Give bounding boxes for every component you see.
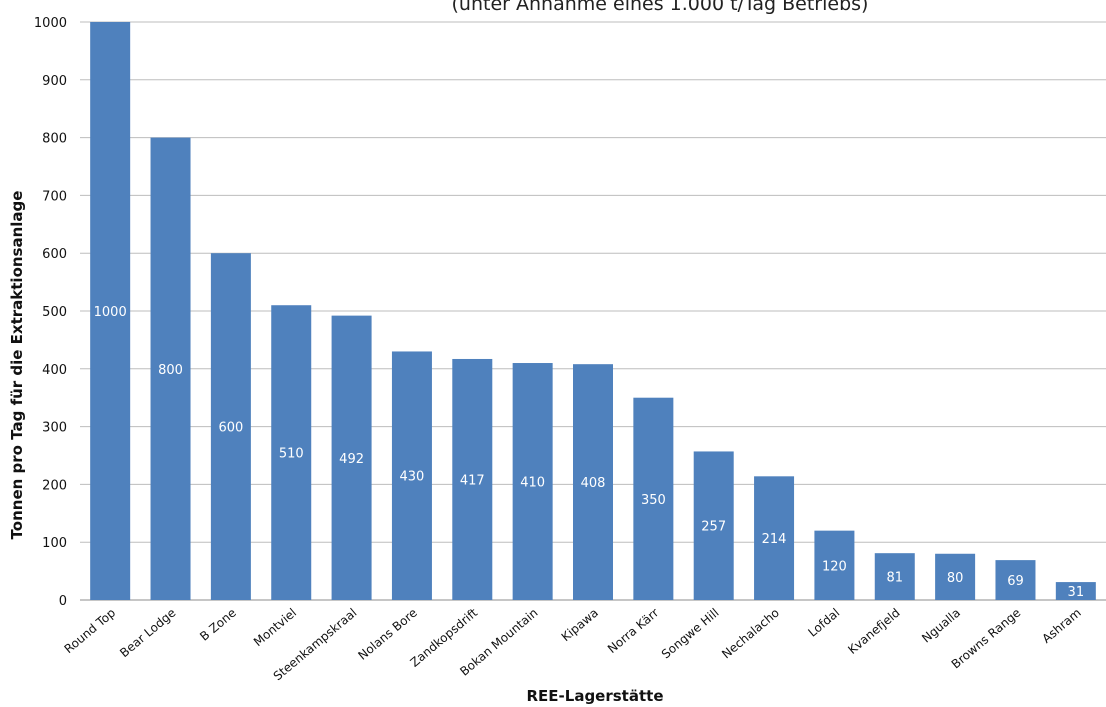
bar-value-label: 257 xyxy=(701,520,726,535)
bar-value-label: 600 xyxy=(218,421,243,436)
x-tick-label: Montviel xyxy=(251,606,299,650)
bar-value-label: 408 xyxy=(581,476,606,491)
bar-value-label: 800 xyxy=(158,363,183,378)
x-axis-label: REE-Lagerstätte xyxy=(527,687,664,705)
bar xyxy=(995,560,1036,600)
bar xyxy=(935,553,976,600)
bars: 1000 800 600 510 492 430 417 410 408 350 257 214 120… xyxy=(90,22,1096,600)
y-axis-label: Tonnen pro Tag für die Extraktionsanlage xyxy=(8,191,26,540)
bar-value-label: 510 xyxy=(279,447,304,462)
x-tick-label: Ngualla xyxy=(919,606,963,646)
y-tick-label: 900 xyxy=(42,74,67,89)
bar xyxy=(391,351,432,600)
bar-value-label: 492 xyxy=(339,452,364,467)
x-tick-label: Ashram xyxy=(1039,606,1083,646)
bar xyxy=(271,305,312,600)
bar-value-label: 1000 xyxy=(94,305,127,320)
bar xyxy=(754,476,795,600)
bar xyxy=(452,358,493,600)
y-tick-label: 0 xyxy=(59,594,67,609)
bar xyxy=(210,253,251,600)
bar xyxy=(573,364,613,600)
x-tick-label: Round Top xyxy=(62,606,119,657)
x-tick-label: B Zone xyxy=(197,606,239,644)
bar xyxy=(1055,582,1096,600)
x-tick-label: Kipawa xyxy=(559,606,601,645)
bar-value-label: 417 xyxy=(460,473,485,488)
bar xyxy=(512,363,553,600)
y-tick-label: 200 xyxy=(42,478,67,493)
y-tick-label: 700 xyxy=(42,189,67,204)
bar-value-label: 120 xyxy=(822,559,847,574)
y-tick-label: 1000 xyxy=(34,16,67,31)
x-tick-label: Norra Kärr xyxy=(605,606,661,656)
bar xyxy=(150,137,191,600)
y-tick-label: 500 xyxy=(42,305,67,320)
x-tick-label: Lofdal xyxy=(805,606,842,640)
y-tick-label: 800 xyxy=(42,132,67,147)
x-axis-ticks: Round Top Bear Lodge B Zone MontvielSteenka… xyxy=(62,605,1084,683)
bar-value-label: 31 xyxy=(1068,585,1085,600)
bar-value-label: 350 xyxy=(641,493,666,508)
bar-value-label: 80 xyxy=(947,571,964,586)
y-tick-label: 400 xyxy=(42,363,67,378)
x-tick-label: Nechalacho xyxy=(719,606,782,662)
bar-value-label: 69 xyxy=(1007,574,1024,589)
bar xyxy=(693,451,734,600)
y-tick-label: 600 xyxy=(42,247,67,262)
bar-value-label: 430 xyxy=(400,470,425,485)
y-tick-label: 100 xyxy=(42,536,67,551)
chart-subtitle: (unter Annahme eines 1.000 t/Tag Betrieb… xyxy=(452,0,869,15)
bar xyxy=(633,397,674,600)
bar xyxy=(814,530,855,600)
x-tick-label: Kvanefjeld xyxy=(845,606,902,657)
y-tick-label: 300 xyxy=(42,421,67,436)
bar xyxy=(331,315,372,600)
x-tick-label: Bear Lodge xyxy=(117,606,178,661)
bar xyxy=(90,22,131,600)
bar-value-label: 81 xyxy=(886,571,903,586)
bar xyxy=(874,553,915,600)
bar-value-label: 214 xyxy=(762,532,787,547)
y-axis-ticks: 0 100 200 300 400 500 600 700 800 900 1000 xyxy=(34,16,67,609)
x-tick-label: Nolans Bore xyxy=(355,606,419,663)
x-tick-label: Songwe Hill xyxy=(659,606,722,662)
bar-value-label: 410 xyxy=(520,476,545,491)
